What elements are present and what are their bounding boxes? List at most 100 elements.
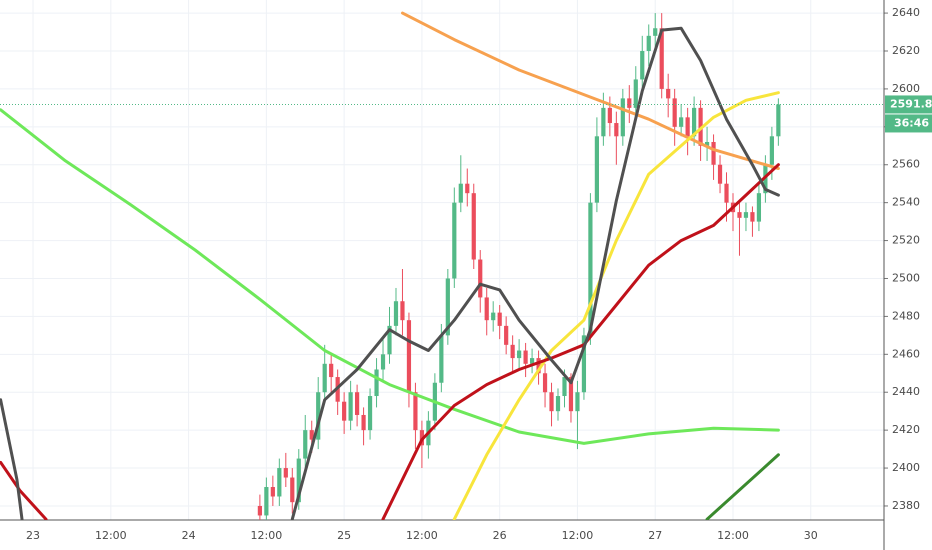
candle-body <box>354 392 360 415</box>
candle-body <box>763 164 768 194</box>
y-tick-label: 2500 <box>892 271 920 284</box>
y-tick-label: 2400 <box>892 461 920 474</box>
y-tick-label: 2420 <box>892 423 920 436</box>
candle-body <box>393 301 399 326</box>
candle-body <box>685 117 690 137</box>
candle-body <box>471 193 476 260</box>
x-tick-label: 26 <box>493 529 507 542</box>
candle-body <box>562 377 567 397</box>
candle-body <box>413 392 418 431</box>
y-tick-label: 2620 <box>892 44 920 57</box>
moving-average <box>705 453 780 520</box>
candle-body <box>290 477 295 503</box>
candle-body <box>555 396 561 412</box>
candle-body <box>406 320 412 393</box>
candle-body <box>581 335 587 393</box>
candle-body <box>607 107 612 124</box>
candle-body <box>750 212 755 222</box>
x-tick-label: 12:00 <box>562 529 594 542</box>
moving-average <box>0 26 780 520</box>
y-tick-label: 2460 <box>892 347 920 360</box>
candle-body <box>640 50 645 80</box>
candle-body <box>704 141 710 146</box>
candle-body <box>484 297 489 321</box>
candle-body <box>523 350 528 364</box>
candle-body <box>737 212 742 218</box>
candle-body <box>594 136 599 203</box>
candle-body <box>342 401 347 421</box>
candle-body <box>666 88 671 99</box>
candle-body <box>529 358 535 364</box>
candle-body <box>400 301 405 321</box>
y-tick-label: 2440 <box>892 385 920 398</box>
x-tick-label: 30 <box>804 529 818 542</box>
countdown-label: 36:46 <box>894 116 929 129</box>
candle-body <box>769 136 774 165</box>
candle-body <box>367 396 373 431</box>
candle-body <box>491 312 496 321</box>
candle-body <box>510 344 515 359</box>
candle-body <box>776 104 781 137</box>
candle-body <box>452 202 457 279</box>
candle-body <box>601 107 606 137</box>
candle-body <box>322 363 327 393</box>
moving-average <box>401 11 780 170</box>
candle-body <box>458 183 463 203</box>
candle-body <box>329 363 334 378</box>
candle-body <box>679 117 684 127</box>
candle-body <box>348 392 353 421</box>
candle-body <box>620 98 625 137</box>
candle-body <box>504 325 509 345</box>
x-tick-label: 12:00 <box>251 529 283 542</box>
candle-body <box>283 468 288 478</box>
candle-body <box>478 259 483 298</box>
candle-body <box>387 325 392 355</box>
candle-body <box>672 98 677 127</box>
last-price-box <box>885 95 932 114</box>
y-tick-label: 2640 <box>892 6 920 19</box>
x-tick-label: 27 <box>648 529 662 542</box>
x-tick-label: 12:00 <box>95 529 127 542</box>
y-tick-label: 2600 <box>892 82 920 95</box>
candle-body <box>270 487 275 497</box>
last-price-label: 2591.8 <box>890 97 932 110</box>
candle-body <box>588 202 593 336</box>
candle-body <box>633 79 638 108</box>
candle-body <box>717 164 723 184</box>
candle-body <box>316 392 321 440</box>
candle-body <box>309 430 314 440</box>
countdown-box <box>885 114 932 133</box>
y-tick-label: 2380 <box>892 499 920 512</box>
candle-body <box>692 107 697 137</box>
y-tick-label: 2480 <box>892 309 920 322</box>
x-tick-label: 12:00 <box>717 529 749 542</box>
candle-body <box>517 350 522 359</box>
candle-body <box>380 354 386 370</box>
moving-average <box>0 108 780 445</box>
x-tick-label: 23 <box>26 529 40 542</box>
x-tick-label: 24 <box>182 529 196 542</box>
candle-body <box>711 141 716 165</box>
x-tick-label: 12:00 <box>406 529 438 542</box>
candle-body <box>465 183 470 194</box>
candle-body <box>653 28 658 36</box>
candle-body <box>542 373 548 393</box>
candle-body <box>743 212 749 218</box>
candle-body <box>497 312 502 326</box>
candle-body <box>445 278 450 336</box>
candle-body <box>614 123 619 137</box>
candle-body <box>724 183 729 203</box>
y-tick-label: 2540 <box>892 196 920 209</box>
plot-area <box>0 11 781 520</box>
candle-body <box>536 358 541 374</box>
candle-body <box>549 392 554 412</box>
y-tick-label: 2560 <box>892 158 920 171</box>
candle-body <box>646 35 651 51</box>
candle-body <box>303 430 308 459</box>
candle-body <box>361 414 366 431</box>
candle-body <box>756 193 762 222</box>
candle-body <box>257 505 262 516</box>
candle-body <box>296 458 301 503</box>
